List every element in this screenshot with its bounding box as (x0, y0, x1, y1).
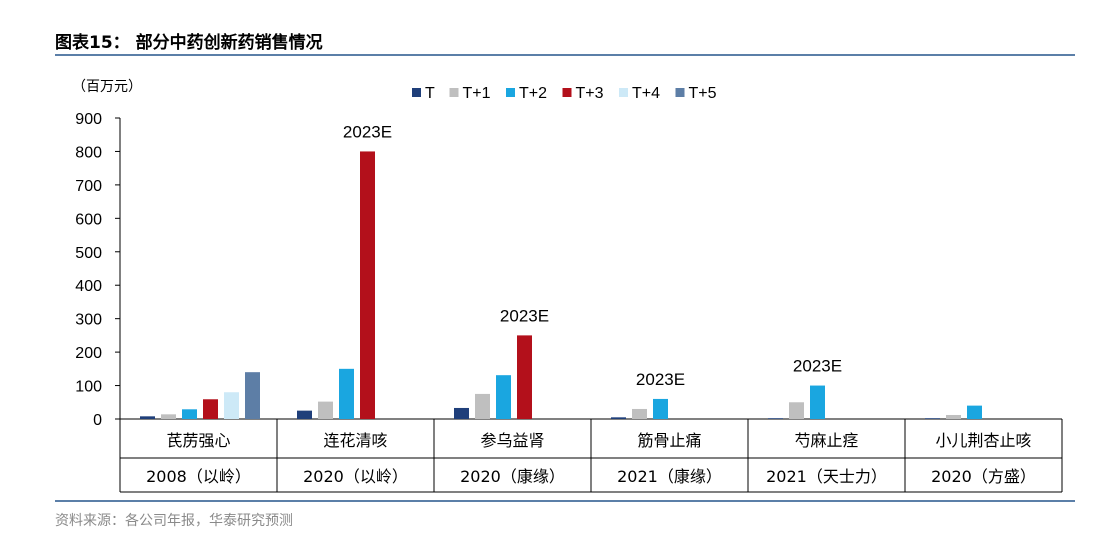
bar-tplus3 (517, 335, 532, 419)
legend-swatch (619, 88, 628, 97)
y-tick-label: 100 (75, 379, 102, 396)
category-year-label: 2021（康缘） (617, 467, 722, 486)
y-tick-label: 800 (75, 144, 102, 161)
category-drug-label: 参乌益肾 (480, 431, 544, 450)
legend-label: T+2 (519, 85, 547, 102)
category-drug-label: 小儿荆杏止咳 (935, 431, 1031, 450)
bar-t (297, 410, 312, 419)
bar-tplus1 (318, 401, 333, 419)
legend-label: T+5 (689, 85, 717, 102)
figure-title: 图表15： 部分中药创新药销售情况 (55, 33, 323, 53)
bar-tplus1 (475, 393, 490, 419)
legend-swatch (562, 88, 572, 97)
title-rule (55, 54, 1075, 56)
bar-tplus3 (360, 151, 375, 419)
bar-tplus3 (203, 399, 218, 419)
y-tick-label: 0 (93, 412, 102, 429)
bar-tplus2 (967, 405, 982, 419)
legend-swatch (412, 88, 421, 97)
category-drug-label: 连花清咳 (323, 431, 387, 450)
data-annotation: 2023E (343, 122, 392, 141)
data-annotation: 2023E (500, 306, 549, 325)
category-year-label: 2008（以岭） (146, 467, 251, 486)
bar-tplus4 (224, 392, 239, 419)
bar-tplus2 (496, 375, 511, 419)
bar-t (925, 418, 940, 419)
bar-tplus2 (339, 368, 354, 419)
y-tick-label: 700 (75, 178, 102, 195)
data-annotation: 2023E (793, 357, 842, 376)
bar-tplus1 (632, 408, 647, 419)
bar-tplus1 (789, 402, 804, 419)
legend-label: T+4 (632, 85, 660, 102)
bar-t (454, 407, 469, 419)
bar-tplus2 (810, 385, 825, 419)
legend-label: T+1 (463, 85, 491, 102)
bar-tplus2 (182, 409, 197, 419)
category-year-label: 2020（以岭） (303, 467, 408, 486)
category-year-label: 2021（天士力） (766, 467, 887, 486)
bar-tplus5 (245, 372, 260, 419)
category-drug-label: 筋骨止痛 (637, 431, 701, 450)
y-tick-label: 400 (75, 278, 102, 295)
bar-tplus1 (946, 414, 961, 419)
legend-swatch (675, 88, 685, 97)
y-tick-label: 600 (75, 211, 102, 228)
y-tick-label: 900 (75, 111, 102, 128)
legend-swatch (449, 88, 459, 97)
source-note: 资料来源：各公司年报，华泰研究预测 (55, 513, 293, 529)
bar-tplus1 (161, 414, 176, 419)
category-drug-label: 芪苈强心 (166, 431, 230, 450)
y-tick-label: 500 (75, 245, 102, 262)
category-drug-label: 芍麻止痉 (794, 431, 858, 450)
bar-t (768, 418, 783, 419)
y-tick-label: 200 (75, 345, 102, 362)
legend-label: T (425, 85, 435, 102)
footer-rule (55, 500, 1075, 502)
y-axis-unit-label: （百万元） (72, 79, 142, 95)
bar-t (611, 417, 626, 419)
legend-swatch (506, 88, 515, 97)
y-tick-label: 300 (75, 312, 102, 329)
legend-label: T+3 (576, 85, 604, 102)
bar-tplus2 (653, 398, 668, 419)
category-year-label: 2020（康缘） (460, 467, 565, 486)
data-annotation: 2023E (636, 370, 685, 389)
category-year-label: 2020（方盛） (931, 467, 1036, 486)
bar-t (140, 416, 155, 419)
